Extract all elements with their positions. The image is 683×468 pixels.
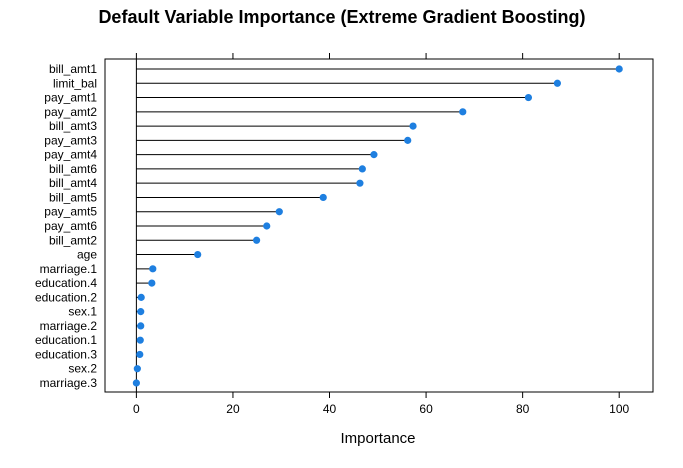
category-label: pay_amt6 (44, 219, 97, 233)
importance-point (194, 250, 202, 259)
importance-point (132, 379, 140, 387)
importance-point (149, 265, 157, 273)
importance-point (358, 165, 366, 173)
bottom-axis-ticks: 0 20 40 60 80 100 (133, 392, 630, 416)
importance-point (615, 65, 623, 73)
importance-point (553, 79, 562, 87)
category-label: bill_amt6 (49, 162, 97, 176)
x-tick-label: 40 (323, 402, 337, 416)
importance-stems (135, 59, 620, 392)
category-label: marriage.3 (40, 376, 98, 390)
category-label: bill_amt4 (49, 176, 97, 190)
importance-point (404, 136, 412, 144)
top-axis-ticks (135, 53, 620, 59)
importance-point (275, 208, 283, 216)
chart-title: Default Variable Importance (Extreme Gra… (98, 7, 585, 27)
category-label: sex.2 (68, 362, 97, 376)
importance-point (319, 193, 327, 202)
importance-point (253, 236, 261, 244)
importance-point (137, 293, 145, 301)
category-label: marriage.2 (40, 319, 98, 333)
importance-point (136, 336, 144, 344)
category-label: education.3 (35, 347, 97, 361)
category-label: sex.1 (68, 305, 97, 319)
importance-point (356, 179, 364, 187)
x-axis-label: Importance (340, 430, 415, 447)
x-tick-label: 100 (609, 402, 629, 416)
category-label: limit_bal (53, 76, 97, 90)
category-label: bill_amt5 (49, 190, 97, 204)
category-label: pay_amt1 (44, 91, 97, 105)
importance-point (524, 93, 533, 102)
importance-point (148, 279, 156, 287)
plot-frame (104, 58, 654, 393)
importance-point (459, 108, 467, 116)
importance-point (370, 151, 378, 159)
importance-points (132, 65, 623, 387)
category-label: bill_amt1 (49, 62, 97, 76)
importance-point (263, 222, 271, 230)
importance-point (133, 365, 141, 373)
category-label: marriage.1 (40, 262, 98, 276)
x-tick-label: 60 (419, 402, 433, 416)
category-label: pay_amt5 (44, 205, 97, 219)
category-label: pay_amt3 (44, 133, 97, 147)
importance-point (137, 308, 145, 316)
importance-point (136, 350, 144, 359)
category-label: education.4 (35, 276, 97, 290)
category-label: pay_amt2 (44, 105, 97, 119)
importance-point (409, 122, 417, 130)
category-label: bill_amt3 (49, 119, 97, 133)
category-label: bill_amt2 (49, 233, 97, 247)
category-labels: bill_amt1limit_balpay_amt1pay_amt2bill_a… (35, 62, 97, 390)
category-label: education.2 (35, 290, 97, 304)
category-label: age (77, 248, 97, 262)
x-tick-label: 80 (516, 402, 530, 416)
category-label: education.1 (35, 333, 97, 347)
category-label: pay_amt4 (44, 148, 97, 162)
x-tick-label: 20 (226, 402, 240, 416)
importance-point (137, 322, 145, 330)
x-tick-label: 0 (133, 402, 140, 416)
